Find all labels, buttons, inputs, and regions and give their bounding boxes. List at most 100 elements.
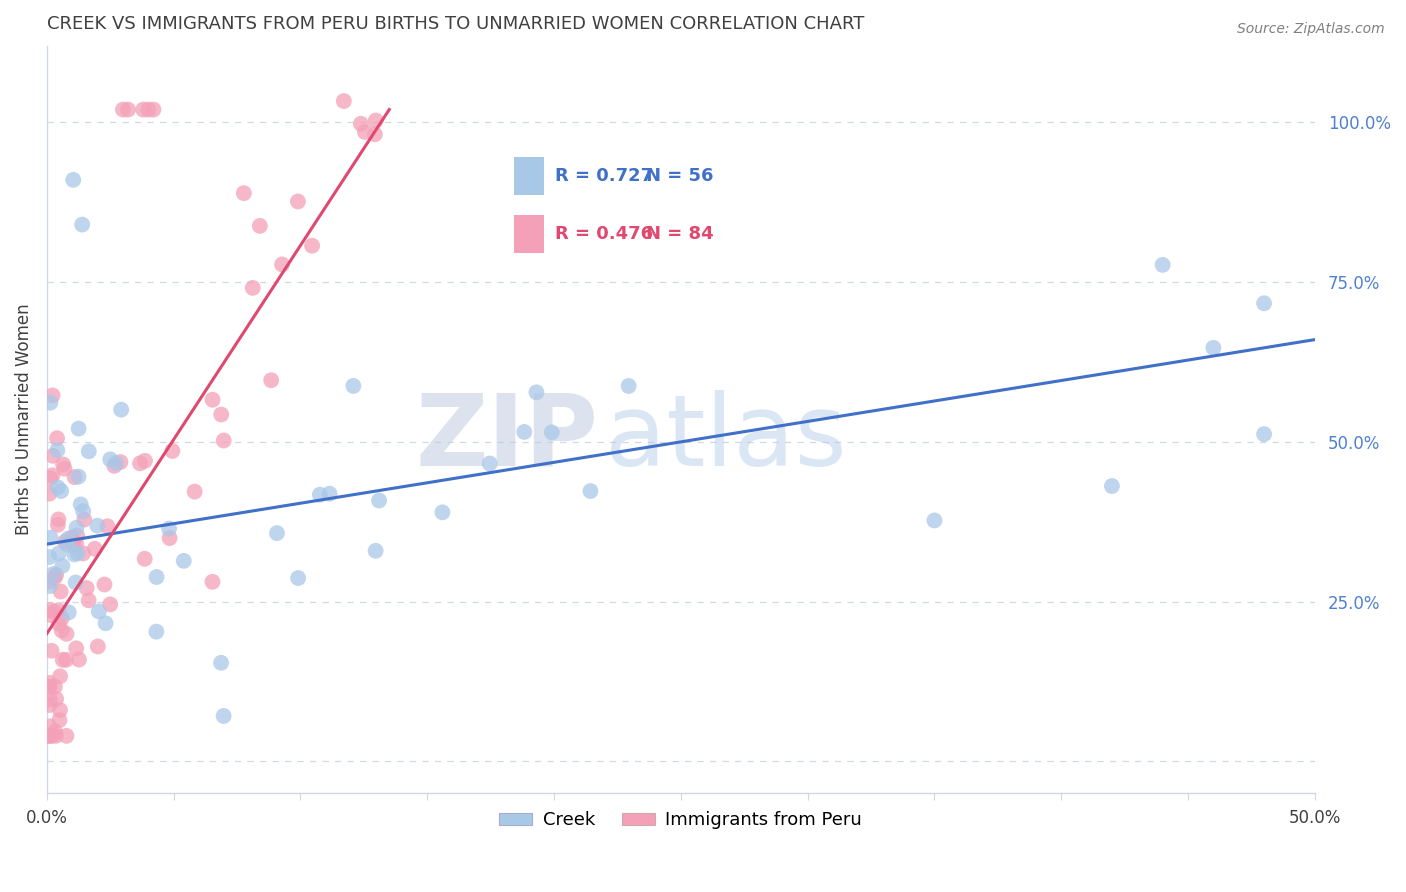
Point — [46, 603, 69, 617]
Point — [42, 449, 65, 463]
Point — [87, 640, 110, 654]
Point — [42, 566, 65, 581]
Point — [48, 512, 70, 526]
Point — [924, 513, 946, 527]
Point — [49, 483, 72, 498]
Point — [51, 558, 73, 573]
Point — [579, 484, 602, 499]
Point — [49, 669, 72, 683]
Point — [38, 698, 60, 712]
Point — [63, 548, 86, 562]
Point — [354, 125, 377, 139]
Point — [1253, 427, 1275, 442]
Point — [60, 531, 83, 545]
Point — [1253, 296, 1275, 310]
Point — [45, 567, 67, 582]
Point — [1152, 258, 1174, 272]
Point — [38, 574, 60, 589]
Point — [83, 541, 105, 556]
Point — [66, 528, 89, 542]
Point — [39, 579, 62, 593]
Point — [49, 584, 72, 599]
Text: R = 0.727: R = 0.727 — [555, 167, 652, 185]
Point — [111, 103, 134, 117]
Point — [129, 456, 152, 470]
Point — [65, 521, 87, 535]
Point — [53, 534, 76, 549]
Point — [145, 570, 167, 584]
Text: ZIP: ZIP — [416, 390, 599, 487]
Legend: Creek, Immigrants from Peru: Creek, Immigrants from Peru — [492, 805, 869, 837]
Point — [309, 488, 332, 502]
Point — [52, 653, 75, 667]
Point — [1202, 341, 1225, 355]
Bar — [515, 157, 544, 195]
Point — [77, 444, 100, 458]
Point — [38, 719, 60, 733]
Point — [48, 713, 70, 727]
Text: R = 0.476: R = 0.476 — [555, 225, 652, 243]
Point — [39, 395, 62, 409]
Point — [287, 571, 309, 585]
Y-axis label: Births to Unmarried Women: Births to Unmarried Women — [15, 303, 32, 535]
Point — [72, 546, 94, 560]
Point — [38, 680, 60, 694]
Point — [1101, 479, 1123, 493]
Point — [41, 468, 63, 483]
Point — [104, 456, 127, 470]
Point — [142, 103, 165, 117]
Point — [46, 517, 69, 532]
Point — [62, 538, 84, 552]
Text: N = 84: N = 84 — [647, 225, 714, 243]
Point — [159, 531, 181, 545]
Text: CREEK VS IMMIGRANTS FROM PERU BIRTHS TO UNMARRIED WOMEN CORRELATION CHART: CREEK VS IMMIGRANTS FROM PERU BIRTHS TO … — [46, 15, 865, 33]
Point — [72, 504, 94, 518]
Point — [209, 656, 232, 670]
Point — [94, 616, 117, 631]
Point — [38, 603, 60, 617]
Point — [66, 546, 89, 560]
Point — [39, 531, 62, 545]
Point — [301, 238, 323, 252]
Text: atlas: atlas — [605, 390, 846, 487]
Point — [212, 434, 235, 448]
Point — [103, 458, 125, 473]
Point — [38, 549, 60, 564]
Point — [136, 103, 159, 117]
Point — [110, 455, 132, 469]
Point — [201, 574, 224, 589]
Point — [58, 606, 80, 620]
Point — [41, 729, 63, 743]
Point — [38, 729, 60, 743]
Point — [52, 458, 75, 472]
Point — [364, 544, 387, 558]
Point — [44, 570, 66, 584]
Point — [53, 461, 76, 475]
Point — [157, 522, 180, 536]
Point — [44, 724, 66, 739]
Point — [432, 505, 454, 519]
Point — [45, 692, 67, 706]
Point — [513, 425, 536, 439]
Point — [56, 538, 79, 552]
Point — [98, 452, 121, 467]
Point — [38, 486, 60, 500]
Text: Source: ZipAtlas.com: Source: ZipAtlas.com — [1237, 22, 1385, 37]
Point — [287, 194, 309, 209]
Point — [67, 652, 90, 666]
Point — [44, 605, 66, 619]
Text: N = 56: N = 56 — [647, 167, 714, 185]
Point — [134, 454, 156, 468]
Point — [62, 173, 84, 187]
Point — [46, 431, 69, 445]
Point — [271, 257, 294, 271]
Point — [132, 103, 155, 117]
Point — [201, 392, 224, 407]
Point — [173, 554, 195, 568]
Point — [51, 611, 73, 625]
Point — [67, 421, 90, 435]
Point — [41, 644, 63, 658]
Point — [364, 113, 387, 128]
Point — [65, 537, 87, 551]
Point — [38, 729, 60, 743]
